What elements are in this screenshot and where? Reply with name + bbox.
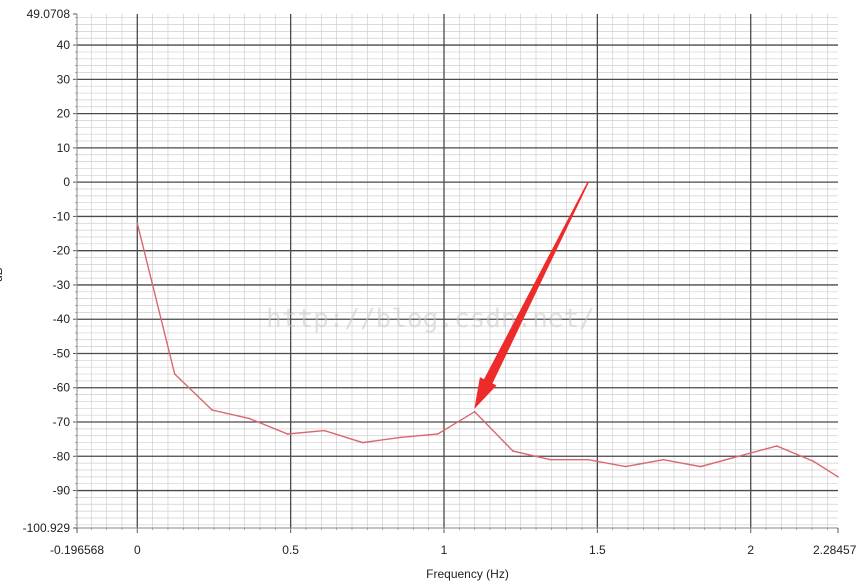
x-tick-label: 2.28457 bbox=[813, 543, 857, 557]
watermark-text: http://blog.csdn.net/ bbox=[266, 304, 595, 334]
data-point bbox=[775, 445, 778, 447]
minor-grid bbox=[77, 14, 838, 528]
y-tick-label: -40 bbox=[53, 312, 71, 326]
y-tick-label: -90 bbox=[53, 484, 71, 498]
y-tick-label: -20 bbox=[53, 244, 71, 258]
x-tick-label: 0.5 bbox=[282, 543, 299, 557]
data-point bbox=[211, 409, 213, 411]
data-point bbox=[399, 436, 402, 439]
x-tick-label: 2 bbox=[747, 543, 754, 557]
data-point bbox=[549, 458, 552, 461]
data-point bbox=[173, 373, 176, 375]
data-point bbox=[248, 417, 251, 420]
data-point bbox=[699, 465, 702, 468]
major-grid bbox=[77, 14, 838, 528]
y-tick-label: 49.0708 bbox=[27, 7, 71, 21]
x-tick-label: -0.196568 bbox=[50, 543, 104, 557]
annotations-layer: http://blog.csdn.net/ bbox=[266, 181, 595, 410]
y-tick-label: 10 bbox=[57, 141, 71, 155]
y-tick-label: -50 bbox=[53, 346, 71, 360]
y-tick-label: 0 bbox=[63, 175, 70, 189]
data-point bbox=[812, 460, 815, 463]
y-tick-label: 30 bbox=[57, 72, 71, 86]
y-tick-label: -80 bbox=[53, 449, 71, 463]
data-point bbox=[587, 458, 589, 461]
y-tick-label: -10 bbox=[53, 209, 71, 223]
data-point bbox=[737, 455, 740, 458]
y-tick-label: -70 bbox=[53, 415, 71, 429]
y-tick-label: -60 bbox=[53, 381, 71, 395]
axes: 49.0708403020100-10-20-30-40-50-60-70-80… bbox=[23, 7, 857, 557]
y-axis-title: dB bbox=[0, 267, 5, 282]
series-line bbox=[136, 223, 839, 478]
x-tick-label: 1 bbox=[441, 543, 448, 557]
y-tick-label: -30 bbox=[53, 278, 71, 292]
x-axis-title: Frequency (Hz) bbox=[426, 567, 509, 581]
y-tick-label: 20 bbox=[57, 107, 71, 121]
data-point bbox=[286, 433, 289, 435]
red-arrow bbox=[474, 181, 589, 410]
data-point bbox=[361, 441, 364, 444]
data-point bbox=[437, 433, 439, 435]
data-point bbox=[512, 450, 514, 452]
x-tick-label: 1.5 bbox=[589, 543, 606, 557]
y-tick-label: 40 bbox=[57, 38, 71, 52]
data-point bbox=[323, 429, 326, 432]
data-point bbox=[662, 458, 665, 461]
x-tick-label: 0 bbox=[134, 543, 141, 557]
data-point bbox=[136, 222, 139, 225]
data-point bbox=[473, 410, 476, 413]
series-layer bbox=[136, 222, 839, 478]
y-tick-label: -100.929 bbox=[23, 521, 71, 535]
data-point bbox=[837, 476, 839, 478]
data-point bbox=[624, 465, 627, 468]
